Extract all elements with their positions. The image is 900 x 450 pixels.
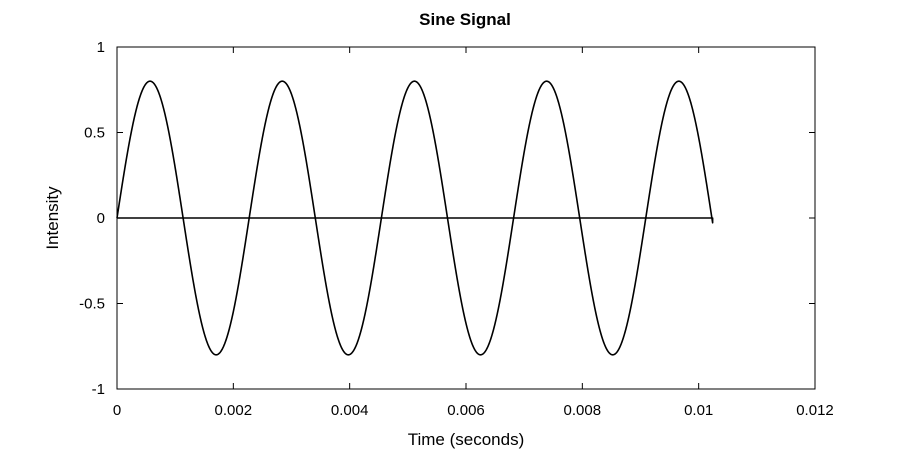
x-tick-label: 0.006 [447,402,485,419]
x-tick-label: 0.008 [564,402,602,419]
y-tick-label: 0.5 [84,125,105,142]
x-axis-label: Time (seconds) [408,430,525,449]
axes-box [116,46,816,390]
y-tick-labels: -1 -0.5 0 0.5 1 [79,39,105,398]
x-tick-label: 0.002 [215,402,253,419]
x-tick-label: 0.01 [684,402,713,419]
x-tick-labels: 0 0.002 0.004 0.006 0.008 0.01 0.012 [113,402,834,419]
x-tick-label: 0.012 [796,402,834,419]
sine-series-line [116,80,714,356]
y-tick-label: 0 [97,210,105,227]
chart-title: Sine Signal [419,10,511,29]
x-tick-label: 0 [113,402,121,419]
series-group [116,80,714,356]
y-tick-label: -1 [92,381,105,398]
y-tick-label: 1 [97,39,105,56]
x-tick-label: 0.004 [331,402,369,419]
y-axis-label: Intensity [43,186,62,250]
y-tick-label: -0.5 [79,296,105,313]
